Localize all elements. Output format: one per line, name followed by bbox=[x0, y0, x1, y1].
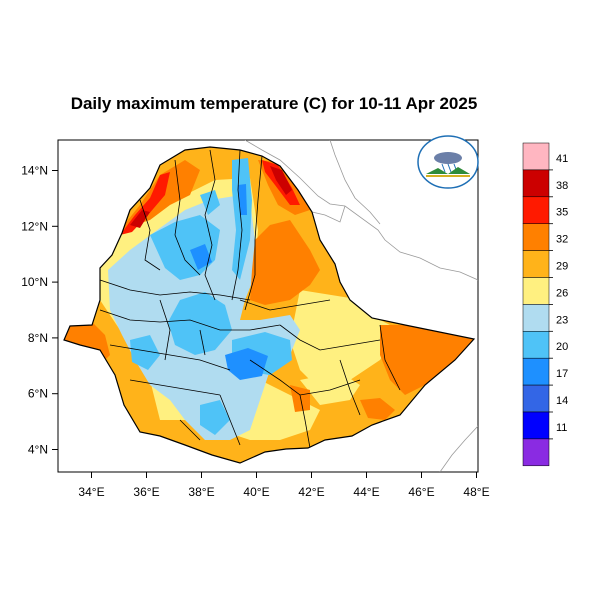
legend-swatch bbox=[522, 277, 550, 305]
y-tick-label: 8°N bbox=[28, 331, 48, 345]
legend-label: 23 bbox=[556, 314, 568, 326]
legend-swatch bbox=[522, 223, 550, 251]
y-tick-label: 12°N bbox=[21, 219, 48, 233]
y-tick-label: 10°N bbox=[21, 275, 48, 289]
map-title: Daily maximum temperature (C) for 10-11 … bbox=[70, 94, 478, 113]
legend-swatch bbox=[522, 411, 550, 440]
legend-swatch bbox=[522, 357, 550, 386]
legend-label: 14 bbox=[556, 395, 568, 407]
x-axis: 34°E 36°E 38°E 40°E 42°E 44°E 46°E 48°E bbox=[78, 472, 490, 499]
y-tick-label: 4°N bbox=[28, 443, 48, 457]
x-tick-label: 44°E bbox=[353, 485, 379, 499]
legend-swatch bbox=[522, 304, 550, 332]
legend-label: 32 bbox=[556, 234, 568, 246]
ethiopian-meteorology-institute-logo bbox=[417, 135, 479, 189]
legend-swatch bbox=[522, 169, 550, 198]
legend-label: 35 bbox=[556, 207, 568, 219]
x-tick-label: 40°E bbox=[243, 485, 269, 499]
y-axis: 14°N 12°N 10°N 8°N 6°N 4°N bbox=[21, 164, 58, 457]
legend-label: 41 bbox=[556, 153, 568, 165]
legend-swatch bbox=[522, 196, 550, 224]
legend-label: 29 bbox=[556, 261, 568, 273]
legend-swatch bbox=[522, 250, 550, 278]
x-tick-label: 46°E bbox=[408, 485, 434, 499]
legend-label: 11 bbox=[556, 422, 567, 434]
legend-label: 26 bbox=[556, 287, 568, 299]
legend-swatch bbox=[522, 142, 550, 171]
legend-label: 17 bbox=[556, 368, 568, 380]
neighbor-borders bbox=[244, 140, 478, 472]
x-tick-label: 42°E bbox=[298, 485, 324, 499]
admin-boundaries bbox=[99, 149, 401, 449]
y-tick-label: 6°N bbox=[28, 387, 48, 401]
x-tick-label: 36°E bbox=[133, 485, 159, 499]
legend-label: 20 bbox=[556, 341, 568, 353]
legend-label: 38 bbox=[556, 180, 568, 192]
legend-swatch bbox=[522, 331, 550, 359]
legend-swatch bbox=[522, 438, 550, 467]
x-tick-label: 38°E bbox=[188, 485, 214, 499]
x-tick-label: 48°E bbox=[463, 485, 489, 499]
legend-swatch bbox=[522, 384, 550, 413]
y-tick-label: 14°N bbox=[21, 164, 48, 178]
x-tick-label: 34°E bbox=[78, 485, 104, 499]
legend-colorbar: 41 38 35 32 29 26 23 20 17 14 11 bbox=[522, 142, 568, 467]
